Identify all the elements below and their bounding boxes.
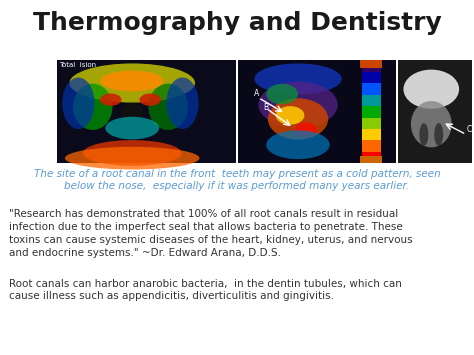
Ellipse shape (258, 82, 337, 128)
Ellipse shape (148, 84, 188, 130)
Ellipse shape (65, 147, 200, 169)
Bar (360, 156, 382, 163)
Bar (398, 60, 472, 163)
Bar (362, 129, 381, 141)
Bar (360, 60, 382, 67)
Bar (362, 83, 381, 95)
Ellipse shape (101, 71, 164, 91)
Ellipse shape (139, 93, 161, 106)
Ellipse shape (166, 77, 199, 129)
Text: Root canals can harbor anarobic bacteria,  in the dentin tubules, which can
caus: Root canals can harbor anarobic bacteria… (9, 279, 402, 301)
Bar (362, 118, 381, 129)
Text: Total  ision: Total ision (59, 62, 96, 68)
Ellipse shape (434, 123, 443, 146)
Ellipse shape (419, 123, 428, 146)
Ellipse shape (105, 117, 159, 140)
Text: C: C (467, 125, 472, 135)
Ellipse shape (255, 64, 342, 94)
Ellipse shape (403, 70, 459, 109)
Bar (362, 152, 381, 163)
Ellipse shape (100, 93, 121, 106)
Bar (362, 106, 381, 118)
Ellipse shape (73, 84, 112, 130)
Ellipse shape (121, 103, 143, 121)
Bar (362, 60, 381, 72)
Ellipse shape (268, 98, 328, 140)
Ellipse shape (411, 101, 452, 147)
Bar (362, 141, 381, 152)
Bar (362, 72, 381, 83)
Text: A: A (254, 89, 259, 98)
Bar (362, 95, 381, 106)
Ellipse shape (69, 64, 195, 103)
Text: Thermography and Dentistry: Thermography and Dentistry (33, 11, 441, 35)
Ellipse shape (276, 106, 304, 125)
Text: The site of a root canal in the front  teeth may present as a cold pattern, seen: The site of a root canal in the front te… (34, 169, 440, 191)
Ellipse shape (295, 122, 317, 137)
Bar (237, 60, 396, 163)
Ellipse shape (266, 84, 298, 104)
Ellipse shape (62, 77, 94, 129)
Text: "Research has demonstrated that 100% of all root canals result in residual
infec: "Research has demonstrated that 100% of … (9, 209, 413, 258)
Text: B: B (263, 103, 268, 112)
Ellipse shape (266, 130, 330, 159)
Bar (57, 60, 236, 163)
Ellipse shape (83, 140, 182, 166)
